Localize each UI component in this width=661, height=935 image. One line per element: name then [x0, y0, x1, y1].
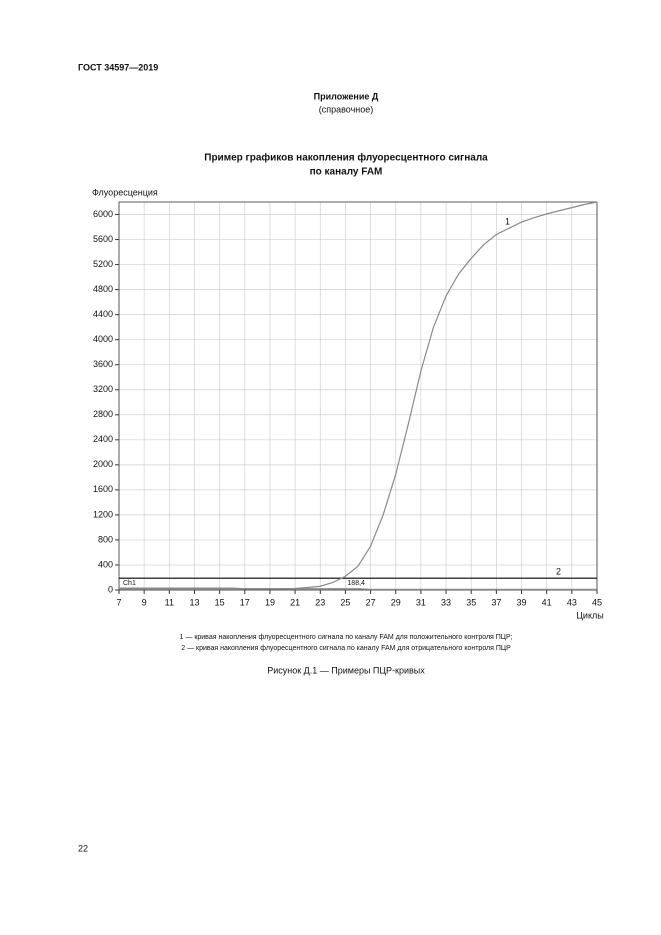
- x-tick-label: 41: [542, 597, 552, 607]
- appendix: Приложение Д: [314, 91, 379, 101]
- curve: [119, 587, 597, 590]
- x-tick-label: 19: [265, 597, 275, 607]
- x-tick-label: 45: [592, 597, 602, 607]
- y-tick-label: 6000: [93, 209, 113, 219]
- x-tick-label: 39: [517, 597, 527, 607]
- y-tick-label: 4400: [93, 309, 113, 319]
- appendix-note: (справочное): [319, 104, 374, 114]
- curve-label: 1: [505, 216, 510, 226]
- y-tick-label: 4000: [93, 334, 113, 344]
- y-tick-label: 0: [108, 584, 113, 594]
- chart-title: Пример графиков накопления флуоресцентно…: [204, 152, 488, 164]
- threshold-name: Ch1: [123, 580, 136, 587]
- note: 1 — кривая накопления флуоресцентного си…: [180, 634, 513, 641]
- chart-title: по каналу FAM: [310, 167, 383, 178]
- x-tick-label: 33: [441, 597, 451, 607]
- x-tick-label: 11: [165, 597, 174, 607]
- y-tick-label: 2400: [93, 434, 113, 444]
- x-tick-label: 23: [315, 597, 325, 607]
- x-tick-label: 13: [189, 597, 199, 607]
- y-tick-label: 400: [98, 559, 113, 569]
- threshold-label: 188,4: [347, 580, 365, 587]
- y-tick-label: 3200: [93, 384, 113, 394]
- y-tick-label: 1600: [93, 484, 113, 494]
- curve: [119, 201, 598, 590]
- note: 2 — кривая накопления флуоресцентного си…: [181, 645, 511, 652]
- curve-label: 2: [556, 566, 561, 576]
- y-axis-label: Флуоресценция: [92, 187, 158, 197]
- x-tick-label: 31: [416, 597, 426, 607]
- y-tick-label: 4800: [93, 284, 113, 294]
- y-tick-label: 800: [98, 534, 113, 544]
- x-tick-label: 15: [215, 597, 225, 607]
- x-tick-label: 21: [290, 597, 300, 607]
- x-tick-label: 37: [491, 597, 501, 607]
- x-tick-label: 29: [391, 597, 401, 607]
- x-tick-label: 35: [466, 597, 476, 607]
- y-tick-label: 5200: [93, 259, 113, 269]
- standard-id: ГОСТ 34597—2019: [78, 62, 158, 72]
- x-tick-label: 27: [366, 597, 376, 607]
- x-tick-label: 17: [240, 597, 250, 607]
- x-tick-label: 9: [142, 597, 147, 607]
- x-tick-label: 7: [116, 597, 121, 607]
- x-tick-label: 43: [567, 597, 577, 607]
- y-tick-label: 2800: [93, 409, 113, 419]
- y-tick-label: 5600: [93, 234, 113, 244]
- y-tick-label: 2000: [93, 459, 113, 469]
- caption: Рисунок Д.1 — Примеры ПЦР-кривых: [267, 665, 425, 675]
- plot-frame: [118, 201, 598, 591]
- page-number: 22: [78, 843, 88, 853]
- y-tick-label: 3600: [93, 359, 113, 369]
- x-tick-label: 25: [340, 597, 350, 607]
- y-tick-label: 1200: [93, 509, 113, 519]
- x-axis-label: Циклы: [576, 610, 603, 620]
